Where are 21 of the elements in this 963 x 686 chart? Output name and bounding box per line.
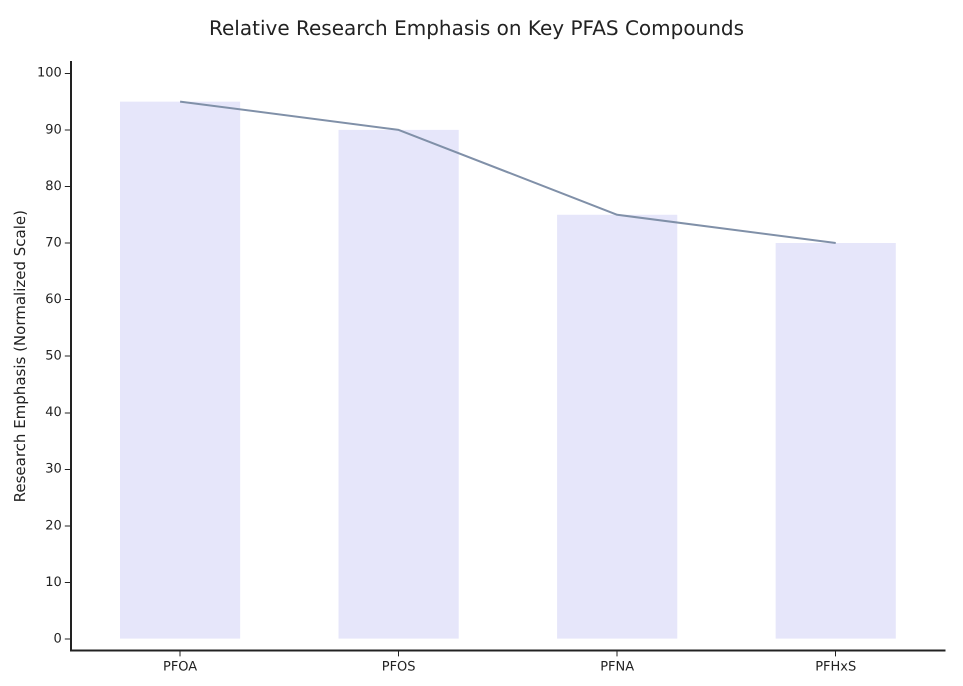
x-tick-label: PFOA: [162, 660, 198, 675]
chart-title: Relative Research Emphasis on Key PFAS Compounds: [208, 16, 744, 40]
bar: [120, 102, 240, 639]
y-axis-title: Research Emphasis (Normalized Scale): [10, 210, 29, 502]
y-tick-label: 50: [45, 348, 62, 364]
bar: [338, 130, 459, 639]
y-tick-label: 40: [45, 405, 62, 420]
x-tick-label: PFHxS: [815, 660, 856, 675]
x-tick-label: PFOS: [382, 660, 416, 675]
y-tick-label: 80: [45, 178, 62, 194]
x-tick-label: PFNA: [600, 660, 634, 675]
y-tick-label: 60: [45, 292, 62, 307]
y-tick-label: 0: [54, 631, 62, 646]
y-tick-label: 20: [45, 518, 62, 534]
y-tick-label: 90: [45, 122, 62, 138]
y-tick-label: 100: [36, 66, 62, 81]
bar: [557, 214, 678, 639]
bar: [776, 243, 896, 639]
y-tick-label: 70: [45, 235, 62, 250]
y-tick-label: 10: [45, 574, 62, 590]
y-tick-label: 30: [45, 462, 62, 477]
